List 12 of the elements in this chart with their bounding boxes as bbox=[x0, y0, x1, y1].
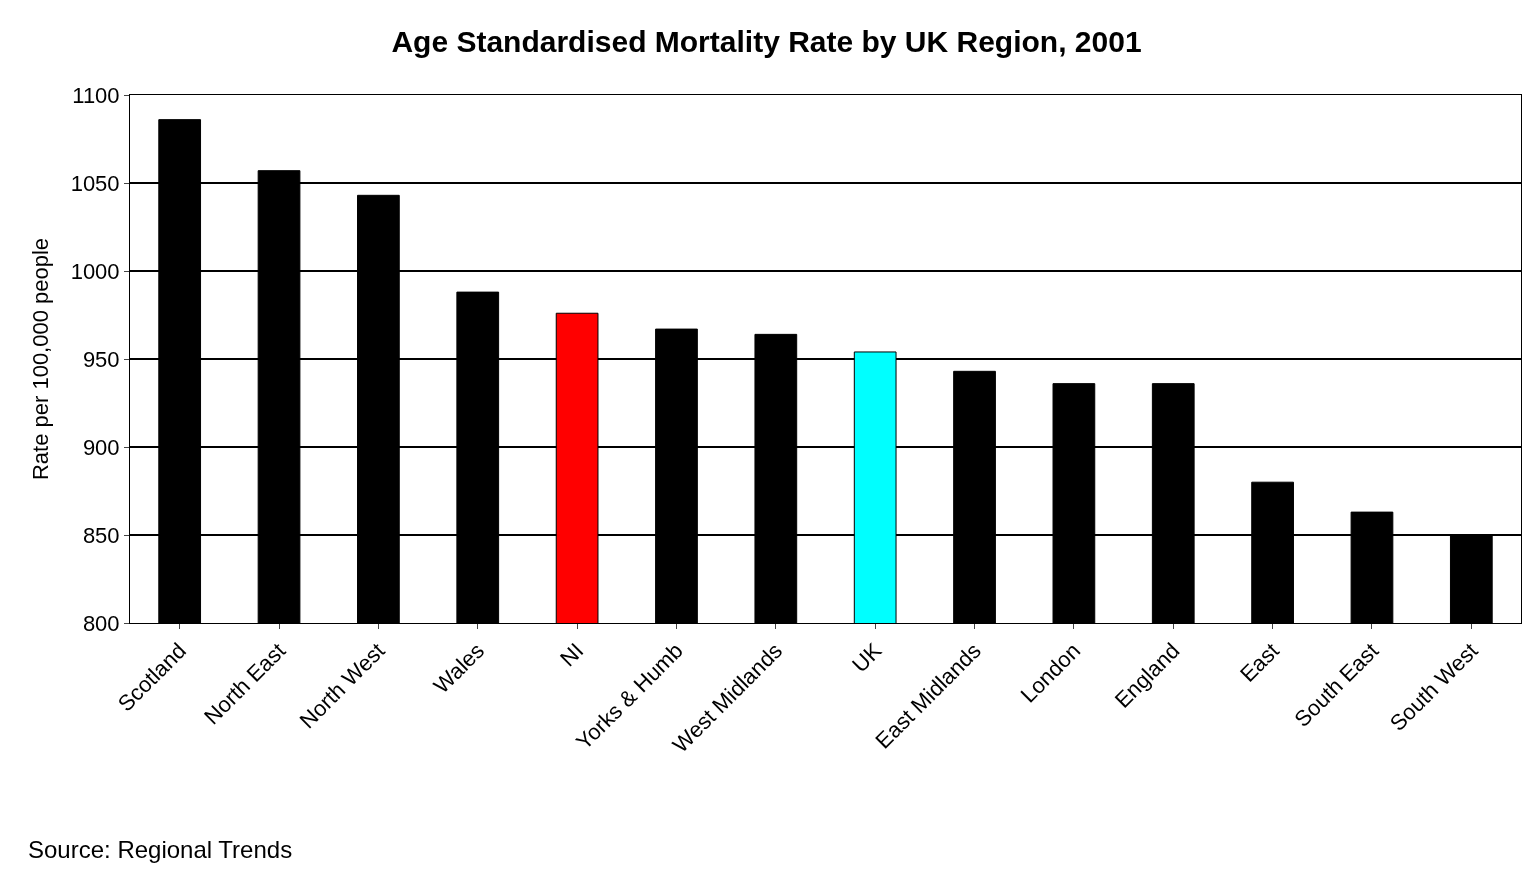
y-axis-title: Rate per 100,000 people bbox=[28, 237, 54, 481]
y-tick-label: 1100 bbox=[72, 82, 120, 108]
x-tick-label: UK bbox=[847, 637, 887, 678]
y-tick-label: 1000 bbox=[70, 258, 120, 284]
y-tick-label: 800 bbox=[82, 610, 120, 636]
y-tick-label: 950 bbox=[82, 346, 120, 372]
source-note: Source: Regional Trends bbox=[28, 836, 293, 863]
chart-title: Age Standardised Mortality Rate by UK Region, 2001 bbox=[391, 24, 1142, 58]
y-tick-label: 900 bbox=[82, 434, 120, 460]
y-tick-label: 1050 bbox=[70, 170, 120, 196]
x-tick-label: NI bbox=[555, 638, 589, 672]
y-tick-label: 850 bbox=[82, 522, 120, 548]
